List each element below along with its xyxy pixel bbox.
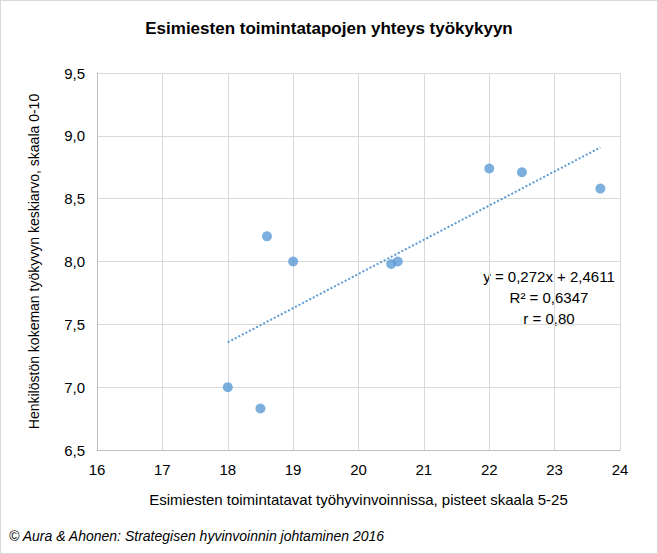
svg-text:21: 21 xyxy=(416,461,433,478)
svg-text:17: 17 xyxy=(154,461,171,478)
svg-text:16: 16 xyxy=(89,461,106,478)
svg-text:24: 24 xyxy=(612,461,629,478)
svg-text:7,0: 7,0 xyxy=(64,379,85,396)
svg-text:9,0: 9,0 xyxy=(64,127,85,144)
svg-text:20: 20 xyxy=(350,461,367,478)
svg-text:R² = 0,6347: R² = 0,6347 xyxy=(510,289,589,306)
svg-text:Esimiesten toimintatapojen yht: Esimiesten toimintatapojen yhteys työkyk… xyxy=(145,19,513,38)
svg-text:8,0: 8,0 xyxy=(64,253,85,270)
svg-text:18: 18 xyxy=(219,461,236,478)
svg-text:y = 0,272x + 2,4611: y = 0,272x + 2,4611 xyxy=(483,268,615,285)
svg-text:9,5: 9,5 xyxy=(64,65,85,82)
svg-text:23: 23 xyxy=(546,461,563,478)
svg-text:8,5: 8,5 xyxy=(64,190,85,207)
svg-text:19: 19 xyxy=(285,461,302,478)
svg-text:7,5: 7,5 xyxy=(64,316,85,333)
svg-text:22: 22 xyxy=(481,461,498,478)
svg-text:r = 0,80: r = 0,80 xyxy=(523,310,575,327)
svg-text:Henkilöstön kokeman työkyvyn k: Henkilöstön kokeman työkyvyn keskiarvo, … xyxy=(26,94,42,430)
svg-text:6,5: 6,5 xyxy=(64,442,85,459)
svg-text:Esimiesten toimintatavat työhy: Esimiesten toimintatavat työhyvinvoinnis… xyxy=(149,491,568,508)
svg-text:© Aura & Ahonen: Strategisen h: © Aura & Ahonen: Strategisen hyvinvoinni… xyxy=(9,528,384,544)
